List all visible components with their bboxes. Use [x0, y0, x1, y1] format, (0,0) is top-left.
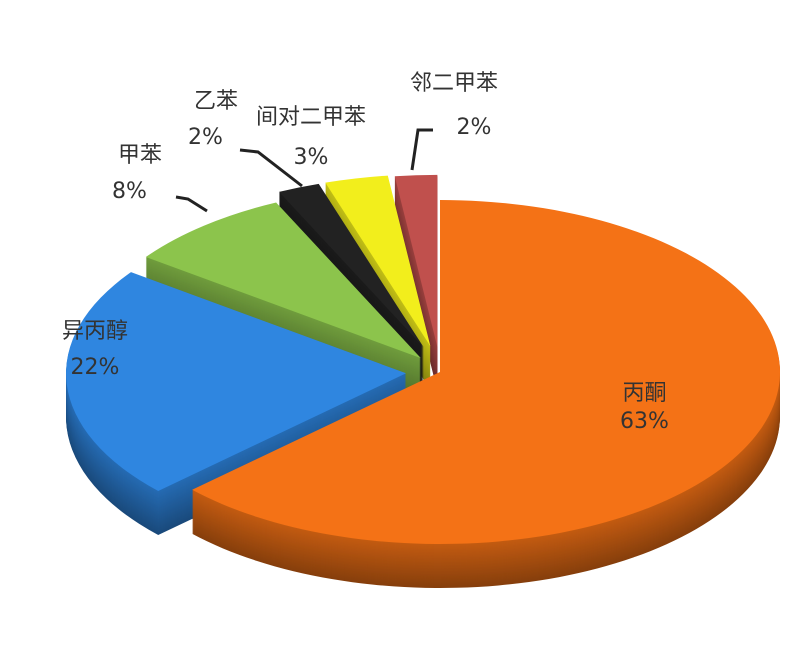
slice-top [394, 174, 438, 347]
category-label: 乙苯 [194, 89, 239, 114]
category-label: 间对二甲苯 [256, 105, 367, 130]
category-label: 丙酮 [622, 381, 667, 406]
leader-line [175, 195, 208, 213]
category-label: 邻二甲苯 [410, 71, 499, 96]
pie-slice-0 [192, 200, 781, 588]
label-ethylbenzene: 乙苯 2% [188, 88, 238, 152]
percent-label: 3% [293, 145, 329, 170]
label-mp-xylene: 间对二甲苯 3% [256, 104, 366, 172]
category-label: 甲苯 [118, 143, 163, 168]
slice-top [279, 183, 424, 348]
percent-label: 2% [188, 125, 223, 150]
label-acetone: 丙酮 63% [620, 380, 669, 436]
percent-label: 2% [456, 115, 492, 140]
slice-top [325, 175, 431, 347]
percent-label: 63% [620, 409, 669, 434]
pie-slice-1 [66, 272, 407, 536]
slice-top [66, 272, 407, 492]
leader-line [410, 128, 433, 171]
leader-line [239, 148, 303, 188]
category-label: 异丙醇 [62, 319, 129, 344]
slice-top [145, 202, 421, 359]
percent-label: 22% [70, 355, 120, 380]
label-isopropanol: 异丙醇 22% [62, 318, 128, 382]
slice-top [192, 200, 781, 544]
label-o-xylene: 邻二甲苯 2% [410, 70, 498, 142]
percent-label: 8% [112, 179, 147, 204]
label-toluene: 甲苯 8% [112, 142, 162, 206]
pie-slice-2 [145, 202, 421, 403]
